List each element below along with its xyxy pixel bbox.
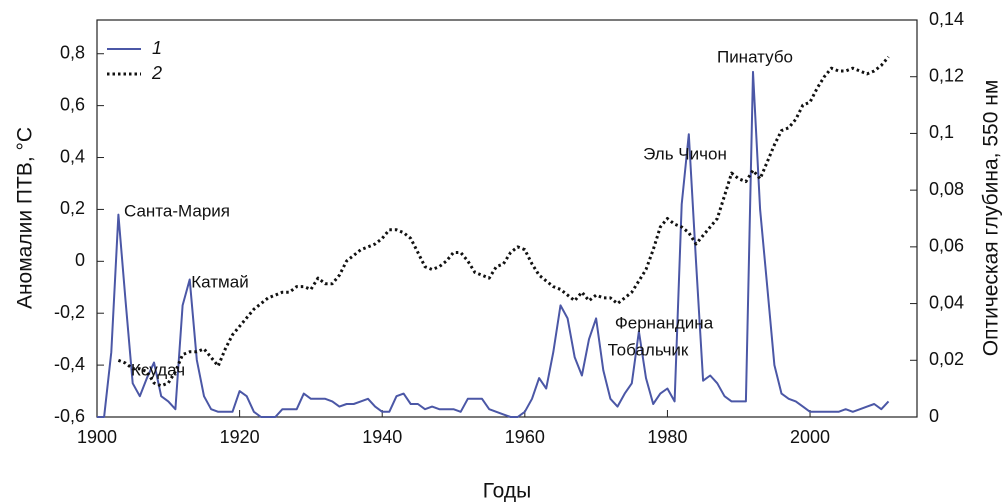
y-tick-label: -0,6 bbox=[54, 406, 85, 426]
x-tick-label: 1920 bbox=[220, 427, 260, 447]
x-tick-label: 1960 bbox=[505, 427, 545, 447]
annotation: Катмай bbox=[191, 272, 248, 291]
series-line bbox=[117, 55, 890, 388]
y2-tick-label: 0,08 bbox=[929, 179, 964, 199]
y2-tick-label: 0,14 bbox=[929, 9, 964, 29]
y2-tick-label: 0,06 bbox=[929, 236, 964, 256]
annotation: Ксудач bbox=[131, 360, 185, 379]
y-tick-label: 0,2 bbox=[60, 198, 85, 218]
annotation: Санта-Мария bbox=[124, 201, 230, 220]
annotation: Тобальчик bbox=[608, 340, 689, 359]
legend-label: 2 bbox=[151, 63, 162, 83]
y2-tick-label: 0,1 bbox=[929, 122, 954, 142]
y-tick-label: 0,8 bbox=[60, 42, 85, 62]
y2-axis-label: Оптическая глубина, 550 нм bbox=[980, 80, 1003, 357]
y-axis-label: Аномалии ПТВ, °С bbox=[14, 127, 37, 309]
x-tick-label: 2000 bbox=[790, 427, 830, 447]
x-tick-label: 1900 bbox=[77, 427, 117, 447]
y2-tick-label: 0 bbox=[929, 406, 939, 426]
plot-frame bbox=[96, 19, 918, 418]
y2-tick-label: 0,02 bbox=[929, 349, 964, 369]
x-axis-label: Годы bbox=[483, 480, 532, 503]
legend-label: 1 bbox=[152, 38, 162, 58]
annotation: Фернандина bbox=[615, 313, 714, 332]
y2-tick-label: 0,04 bbox=[929, 292, 964, 312]
x-tick-label: 1940 bbox=[362, 427, 402, 447]
y2-tick-label: 0,12 bbox=[929, 65, 964, 85]
y-tick-label: -0,2 bbox=[54, 302, 85, 322]
y-tick-label: 0,4 bbox=[60, 146, 85, 166]
series-line bbox=[97, 70, 890, 418]
y-tick-label: -0,4 bbox=[54, 354, 85, 374]
x-tick-label: 1980 bbox=[647, 427, 687, 447]
y-tick-label: 0,6 bbox=[60, 94, 85, 114]
y-tick-label: 0 bbox=[75, 250, 85, 270]
annotation: Эль Чичон bbox=[643, 144, 727, 163]
annotation: Пинатубо bbox=[717, 47, 793, 66]
